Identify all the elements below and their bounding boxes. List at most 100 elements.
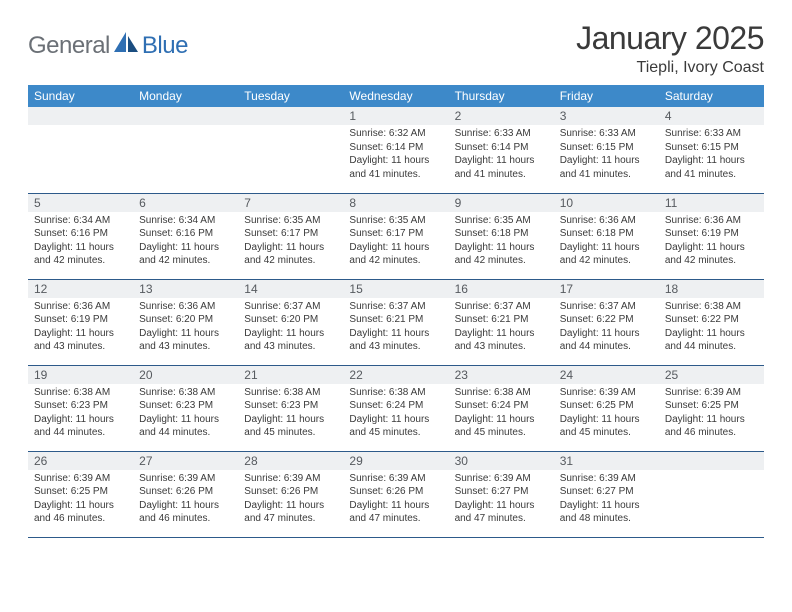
day-data: Sunrise: 6:37 AMSunset: 6:22 PMDaylight:… xyxy=(554,298,659,356)
day-data: Sunrise: 6:35 AMSunset: 6:17 PMDaylight:… xyxy=(343,212,448,270)
day-number: 23 xyxy=(449,366,554,384)
day-header: Wednesday xyxy=(343,85,448,107)
calendar-cell: 5Sunrise: 6:34 AMSunset: 6:16 PMDaylight… xyxy=(28,193,133,279)
day-number: 5 xyxy=(28,194,133,212)
empty-day xyxy=(28,107,133,125)
day-number: 31 xyxy=(554,452,659,470)
day-data: Sunrise: 6:38 AMSunset: 6:24 PMDaylight:… xyxy=(343,384,448,442)
day-header: Thursday xyxy=(449,85,554,107)
page-title: January 2025 xyxy=(576,20,764,57)
calendar-cell: 17Sunrise: 6:37 AMSunset: 6:22 PMDayligh… xyxy=(554,279,659,365)
day-number: 11 xyxy=(659,194,764,212)
day-number: 27 xyxy=(133,452,238,470)
calendar-cell: 20Sunrise: 6:38 AMSunset: 6:23 PMDayligh… xyxy=(133,365,238,451)
calendar-table: SundayMondayTuesdayWednesdayThursdayFrid… xyxy=(28,85,764,538)
logo-text-general: General xyxy=(28,32,110,60)
calendar-row: 5Sunrise: 6:34 AMSunset: 6:16 PMDaylight… xyxy=(28,193,764,279)
day-data: Sunrise: 6:34 AMSunset: 6:16 PMDaylight:… xyxy=(28,212,133,270)
calendar-cell: 16Sunrise: 6:37 AMSunset: 6:21 PMDayligh… xyxy=(449,279,554,365)
brand-logo: General Blue xyxy=(28,32,188,60)
calendar-cell: 28Sunrise: 6:39 AMSunset: 6:26 PMDayligh… xyxy=(238,451,343,537)
calendar-cell: 9Sunrise: 6:35 AMSunset: 6:18 PMDaylight… xyxy=(449,193,554,279)
day-data: Sunrise: 6:36 AMSunset: 6:19 PMDaylight:… xyxy=(659,212,764,270)
day-number: 2 xyxy=(449,107,554,125)
day-number: 19 xyxy=(28,366,133,384)
day-number: 9 xyxy=(449,194,554,212)
day-number: 15 xyxy=(343,280,448,298)
calendar-cell: 18Sunrise: 6:38 AMSunset: 6:22 PMDayligh… xyxy=(659,279,764,365)
day-data: Sunrise: 6:38 AMSunset: 6:24 PMDaylight:… xyxy=(449,384,554,442)
day-number: 1 xyxy=(343,107,448,125)
calendar-cell: 13Sunrise: 6:36 AMSunset: 6:20 PMDayligh… xyxy=(133,279,238,365)
calendar-cell: 24Sunrise: 6:39 AMSunset: 6:25 PMDayligh… xyxy=(554,365,659,451)
calendar-row: 12Sunrise: 6:36 AMSunset: 6:19 PMDayligh… xyxy=(28,279,764,365)
day-data: Sunrise: 6:39 AMSunset: 6:25 PMDaylight:… xyxy=(554,384,659,442)
day-number: 13 xyxy=(133,280,238,298)
day-number: 25 xyxy=(659,366,764,384)
calendar-cell: 3Sunrise: 6:33 AMSunset: 6:15 PMDaylight… xyxy=(554,107,659,193)
day-number: 30 xyxy=(449,452,554,470)
day-data: Sunrise: 6:37 AMSunset: 6:21 PMDaylight:… xyxy=(449,298,554,356)
day-data: Sunrise: 6:38 AMSunset: 6:23 PMDaylight:… xyxy=(133,384,238,442)
day-data: Sunrise: 6:34 AMSunset: 6:16 PMDaylight:… xyxy=(133,212,238,270)
calendar-cell: 21Sunrise: 6:38 AMSunset: 6:23 PMDayligh… xyxy=(238,365,343,451)
calendar-cell: 31Sunrise: 6:39 AMSunset: 6:27 PMDayligh… xyxy=(554,451,659,537)
calendar-cell: 30Sunrise: 6:39 AMSunset: 6:27 PMDayligh… xyxy=(449,451,554,537)
day-number: 28 xyxy=(238,452,343,470)
logo-text-blue: Blue xyxy=(142,32,188,60)
empty-day xyxy=(133,107,238,125)
calendar-row: 26Sunrise: 6:39 AMSunset: 6:25 PMDayligh… xyxy=(28,451,764,537)
calendar-cell: 10Sunrise: 6:36 AMSunset: 6:18 PMDayligh… xyxy=(554,193,659,279)
day-data: Sunrise: 6:37 AMSunset: 6:20 PMDaylight:… xyxy=(238,298,343,356)
day-number: 8 xyxy=(343,194,448,212)
day-data: Sunrise: 6:39 AMSunset: 6:26 PMDaylight:… xyxy=(343,470,448,528)
calendar-cell: 22Sunrise: 6:38 AMSunset: 6:24 PMDayligh… xyxy=(343,365,448,451)
calendar-cell: 4Sunrise: 6:33 AMSunset: 6:15 PMDaylight… xyxy=(659,107,764,193)
calendar-cell: 12Sunrise: 6:36 AMSunset: 6:19 PMDayligh… xyxy=(28,279,133,365)
day-number: 3 xyxy=(554,107,659,125)
day-header: Friday xyxy=(554,85,659,107)
day-header: Saturday xyxy=(659,85,764,107)
day-data: Sunrise: 6:39 AMSunset: 6:26 PMDaylight:… xyxy=(133,470,238,528)
day-header: Monday xyxy=(133,85,238,107)
day-data: Sunrise: 6:38 AMSunset: 6:23 PMDaylight:… xyxy=(28,384,133,442)
day-header: Sunday xyxy=(28,85,133,107)
calendar-cell xyxy=(28,107,133,193)
calendar-cell: 15Sunrise: 6:37 AMSunset: 6:21 PMDayligh… xyxy=(343,279,448,365)
calendar-cell xyxy=(238,107,343,193)
calendar-row: 19Sunrise: 6:38 AMSunset: 6:23 PMDayligh… xyxy=(28,365,764,451)
day-number: 12 xyxy=(28,280,133,298)
day-number: 16 xyxy=(449,280,554,298)
calendar-cell: 1Sunrise: 6:32 AMSunset: 6:14 PMDaylight… xyxy=(343,107,448,193)
day-data: Sunrise: 6:39 AMSunset: 6:27 PMDaylight:… xyxy=(554,470,659,528)
calendar-cell: 14Sunrise: 6:37 AMSunset: 6:20 PMDayligh… xyxy=(238,279,343,365)
day-data: Sunrise: 6:39 AMSunset: 6:27 PMDaylight:… xyxy=(449,470,554,528)
day-number: 10 xyxy=(554,194,659,212)
day-header: Tuesday xyxy=(238,85,343,107)
calendar-cell: 19Sunrise: 6:38 AMSunset: 6:23 PMDayligh… xyxy=(28,365,133,451)
calendar-cell: 23Sunrise: 6:38 AMSunset: 6:24 PMDayligh… xyxy=(449,365,554,451)
day-data: Sunrise: 6:33 AMSunset: 6:14 PMDaylight:… xyxy=(449,125,554,183)
calendar-row: 1Sunrise: 6:32 AMSunset: 6:14 PMDaylight… xyxy=(28,107,764,193)
calendar-cell: 8Sunrise: 6:35 AMSunset: 6:17 PMDaylight… xyxy=(343,193,448,279)
day-data: Sunrise: 6:33 AMSunset: 6:15 PMDaylight:… xyxy=(659,125,764,183)
calendar-cell: 29Sunrise: 6:39 AMSunset: 6:26 PMDayligh… xyxy=(343,451,448,537)
empty-day xyxy=(238,107,343,125)
calendar-cell: 26Sunrise: 6:39 AMSunset: 6:25 PMDayligh… xyxy=(28,451,133,537)
day-data: Sunrise: 6:36 AMSunset: 6:20 PMDaylight:… xyxy=(133,298,238,356)
day-data: Sunrise: 6:35 AMSunset: 6:18 PMDaylight:… xyxy=(449,212,554,270)
day-number: 14 xyxy=(238,280,343,298)
day-data: Sunrise: 6:35 AMSunset: 6:17 PMDaylight:… xyxy=(238,212,343,270)
calendar-cell xyxy=(659,451,764,537)
day-data: Sunrise: 6:36 AMSunset: 6:19 PMDaylight:… xyxy=(28,298,133,356)
day-data: Sunrise: 6:39 AMSunset: 6:26 PMDaylight:… xyxy=(238,470,343,528)
day-number: 20 xyxy=(133,366,238,384)
location-subtitle: Tiepli, Ivory Coast xyxy=(576,59,764,77)
calendar-cell: 6Sunrise: 6:34 AMSunset: 6:16 PMDaylight… xyxy=(133,193,238,279)
empty-day xyxy=(659,452,764,470)
day-number: 22 xyxy=(343,366,448,384)
day-number: 6 xyxy=(133,194,238,212)
day-data: Sunrise: 6:39 AMSunset: 6:25 PMDaylight:… xyxy=(659,384,764,442)
day-number: 24 xyxy=(554,366,659,384)
calendar-cell xyxy=(133,107,238,193)
